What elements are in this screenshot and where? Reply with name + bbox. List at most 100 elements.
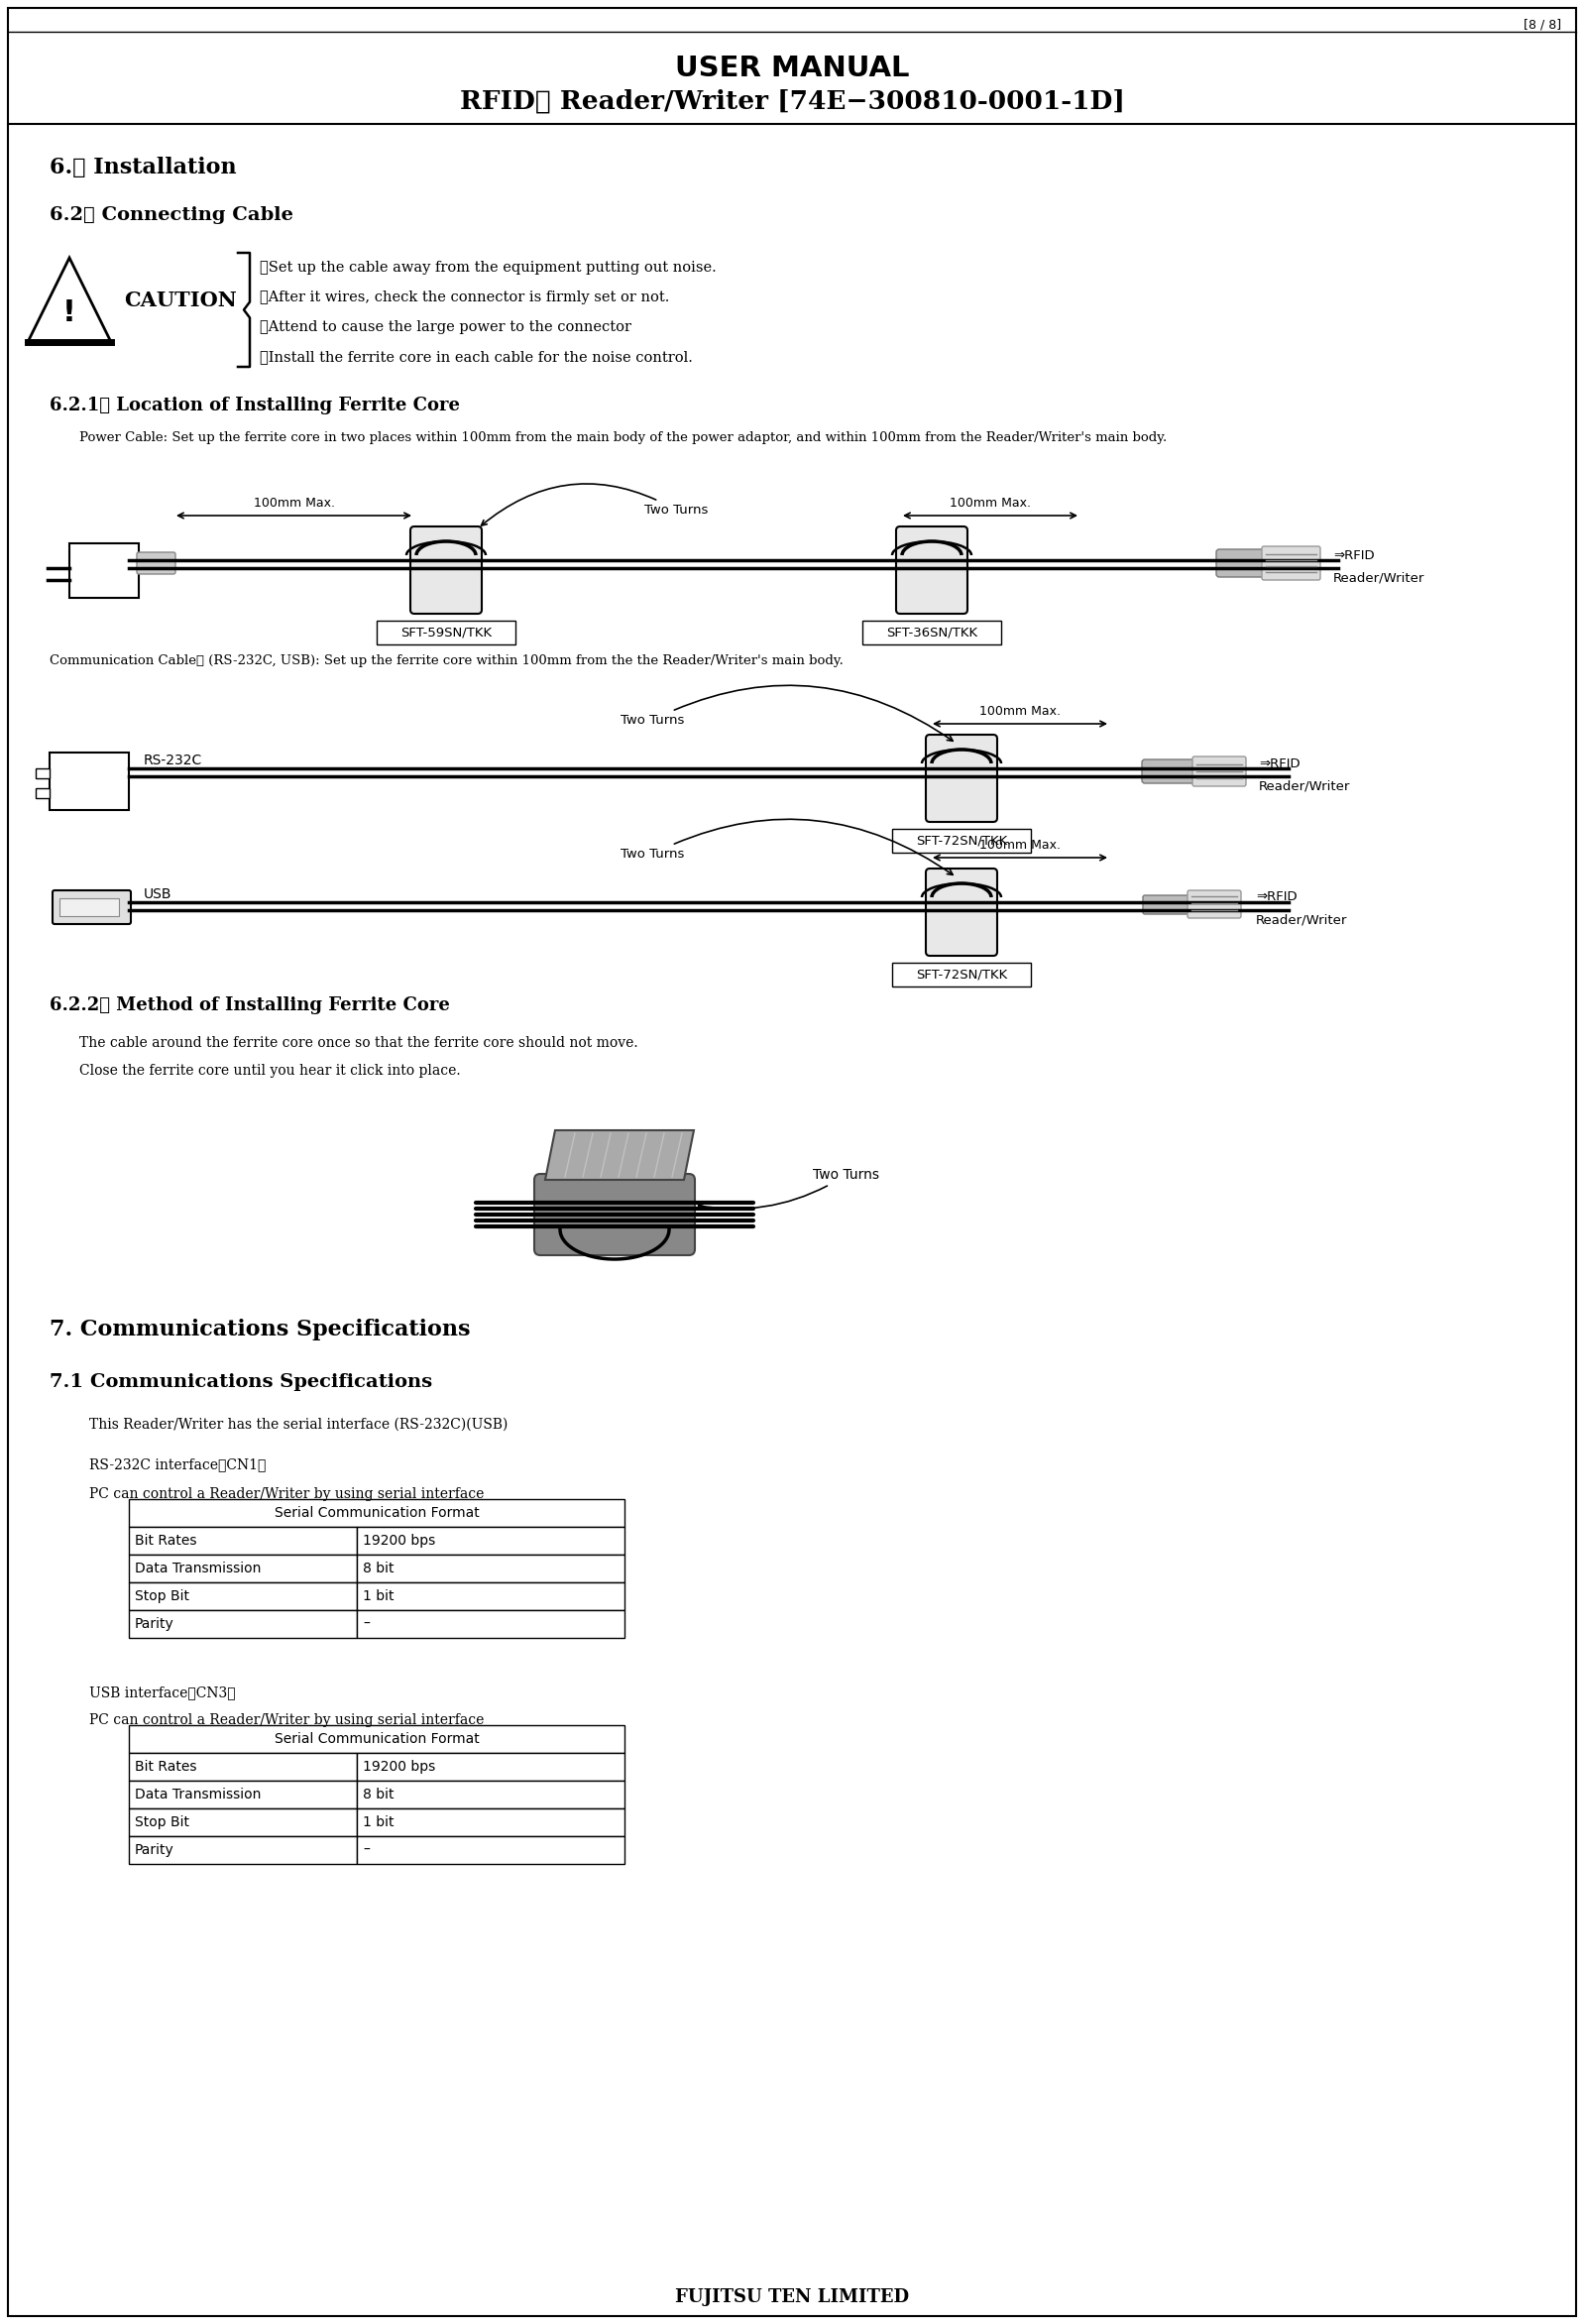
FancyBboxPatch shape bbox=[1217, 548, 1267, 576]
Bar bbox=[128, 1555, 356, 1583]
Text: Two Turns: Two Turns bbox=[482, 483, 708, 525]
Bar bbox=[356, 1808, 624, 1836]
Text: Reader/Writer: Reader/Writer bbox=[1256, 913, 1348, 927]
Bar bbox=[356, 1583, 624, 1611]
Text: 1 bit: 1 bit bbox=[363, 1815, 394, 1829]
Polygon shape bbox=[29, 258, 111, 342]
Text: USB interface（CN3）: USB interface（CN3） bbox=[89, 1685, 236, 1699]
Text: Parity: Parity bbox=[135, 1618, 174, 1631]
Text: 100mm Max.: 100mm Max. bbox=[979, 704, 1061, 718]
Bar bbox=[128, 1611, 356, 1638]
Bar bbox=[862, 621, 1001, 644]
Bar bbox=[356, 1527, 624, 1555]
Text: 8 bit: 8 bit bbox=[363, 1787, 394, 1801]
Text: RS-232C: RS-232C bbox=[144, 753, 203, 767]
FancyBboxPatch shape bbox=[1142, 760, 1198, 783]
Text: ⇒RFID: ⇒RFID bbox=[1256, 890, 1297, 904]
Text: SFT-59SN/TKK: SFT-59SN/TKK bbox=[401, 625, 491, 639]
Text: Reader/Writer: Reader/Writer bbox=[1259, 781, 1351, 792]
Bar bbox=[892, 830, 1031, 853]
FancyBboxPatch shape bbox=[1144, 895, 1191, 913]
Bar bbox=[128, 1808, 356, 1836]
Bar bbox=[377, 621, 515, 644]
Text: Communication Cable　 (RS-232C, USB): Set up the ferrite core within 100mm from t: Communication Cable (RS-232C, USB): Set … bbox=[49, 655, 843, 667]
Text: PC can control a Reader/Writer by using serial interface: PC can control a Reader/Writer by using … bbox=[89, 1713, 485, 1727]
Bar bbox=[128, 1724, 624, 1752]
Bar bbox=[356, 1611, 624, 1638]
Text: 19200 bps: 19200 bps bbox=[363, 1534, 436, 1548]
Text: 7.1 Communications Specifications: 7.1 Communications Specifications bbox=[49, 1373, 432, 1392]
Text: Serial Communication Format: Serial Communication Format bbox=[274, 1506, 478, 1520]
Text: 100mm Max.: 100mm Max. bbox=[949, 497, 1031, 509]
Text: ・Install the ferrite core in each cable for the noise control.: ・Install the ferrite core in each cable … bbox=[260, 351, 692, 365]
Text: CAUTION: CAUTION bbox=[124, 290, 236, 311]
Polygon shape bbox=[545, 1129, 694, 1181]
Text: –: – bbox=[363, 1843, 369, 1857]
FancyBboxPatch shape bbox=[925, 734, 998, 823]
Text: Reader/Writer: Reader/Writer bbox=[1334, 572, 1424, 583]
Bar bbox=[128, 1752, 356, 1780]
FancyBboxPatch shape bbox=[897, 528, 968, 614]
Bar bbox=[36, 788, 49, 797]
Bar bbox=[70, 544, 139, 597]
Bar bbox=[892, 962, 1031, 985]
Text: PC can control a Reader/Writer by using serial interface: PC can control a Reader/Writer by using … bbox=[89, 1487, 485, 1501]
FancyBboxPatch shape bbox=[1262, 546, 1321, 581]
Text: USB: USB bbox=[144, 888, 173, 902]
Bar bbox=[128, 1527, 356, 1555]
Text: Two Turns: Two Turns bbox=[699, 1169, 879, 1208]
Bar bbox=[356, 1555, 624, 1583]
Bar bbox=[36, 769, 49, 779]
Text: –: – bbox=[363, 1618, 369, 1631]
Bar bbox=[356, 1836, 624, 1864]
Text: Stop Bit: Stop Bit bbox=[135, 1815, 190, 1829]
Text: 6.2.1　 Location of Installing Ferrite Core: 6.2.1 Location of Installing Ferrite Cor… bbox=[49, 397, 459, 414]
Bar bbox=[128, 1780, 356, 1808]
FancyBboxPatch shape bbox=[1188, 890, 1240, 918]
FancyBboxPatch shape bbox=[1193, 758, 1247, 786]
Text: SFT-36SN/TKK: SFT-36SN/TKK bbox=[885, 625, 977, 639]
Text: Two Turns: Two Turns bbox=[621, 686, 954, 741]
FancyBboxPatch shape bbox=[410, 528, 482, 614]
Bar bbox=[128, 1836, 356, 1864]
Text: [8 / 8]: [8 / 8] bbox=[1524, 19, 1562, 30]
Text: 19200 bps: 19200 bps bbox=[363, 1759, 436, 1773]
Text: ・After it wires, check the connector is firmly set or not.: ・After it wires, check the connector is … bbox=[260, 290, 670, 304]
Text: 100mm Max.: 100mm Max. bbox=[979, 839, 1061, 851]
Text: This Reader/Writer has the serial interface (RS-232C)(USB): This Reader/Writer has the serial interf… bbox=[89, 1418, 508, 1432]
Text: 100mm Max.: 100mm Max. bbox=[253, 497, 334, 509]
FancyBboxPatch shape bbox=[136, 553, 176, 574]
Text: FUJITSU TEN LIMITED: FUJITSU TEN LIMITED bbox=[675, 2289, 909, 2305]
Text: 8 bit: 8 bit bbox=[363, 1562, 394, 1576]
Text: Parity: Parity bbox=[135, 1843, 174, 1857]
Bar bbox=[49, 753, 128, 811]
Text: Bit Rates: Bit Rates bbox=[135, 1534, 196, 1548]
Text: RFID　 Reader/Writer [74E−300810-0001-1D]: RFID Reader/Writer [74E−300810-0001-1D] bbox=[459, 88, 1125, 114]
Bar bbox=[356, 1752, 624, 1780]
Text: 6.　 Installation: 6. Installation bbox=[49, 156, 236, 179]
Text: ⇒RFID: ⇒RFID bbox=[1334, 548, 1375, 562]
Text: 7. Communications Specifications: 7. Communications Specifications bbox=[49, 1318, 470, 1341]
Text: Two Turns: Two Turns bbox=[621, 818, 954, 874]
Text: 6.2　 Connecting Cable: 6.2 Connecting Cable bbox=[49, 207, 293, 223]
Text: SFT-72SN/TKK: SFT-72SN/TKK bbox=[916, 834, 1007, 848]
FancyBboxPatch shape bbox=[925, 869, 998, 955]
Text: Power Cable: Set up the ferrite core in two places within 100mm from the main bo: Power Cable: Set up the ferrite core in … bbox=[79, 432, 1167, 444]
FancyBboxPatch shape bbox=[52, 890, 131, 925]
Text: The cable around the ferrite core once so that the ferrite core should not move.: The cable around the ferrite core once s… bbox=[79, 1037, 638, 1050]
Text: SFT-72SN/TKK: SFT-72SN/TKK bbox=[916, 969, 1007, 981]
Text: Stop Bit: Stop Bit bbox=[135, 1590, 190, 1604]
Bar bbox=[128, 1499, 624, 1527]
Text: !: ! bbox=[62, 297, 76, 328]
Bar bbox=[60, 899, 119, 916]
Text: ⇒RFID: ⇒RFID bbox=[1259, 758, 1300, 769]
Text: 1 bit: 1 bit bbox=[363, 1590, 394, 1604]
Text: ・Attend to cause the large power to the connector: ・Attend to cause the large power to the … bbox=[260, 321, 632, 335]
FancyBboxPatch shape bbox=[534, 1174, 695, 1255]
Text: 6.2.2　 Method of Installing Ferrite Core: 6.2.2 Method of Installing Ferrite Core bbox=[49, 997, 450, 1013]
Text: Data Transmission: Data Transmission bbox=[135, 1787, 261, 1801]
Text: Bit Rates: Bit Rates bbox=[135, 1759, 196, 1773]
Text: Data Transmission: Data Transmission bbox=[135, 1562, 261, 1576]
Text: ・Set up the cable away from the equipment putting out noise.: ・Set up the cable away from the equipmen… bbox=[260, 260, 716, 274]
Text: Close the ferrite core until you hear it click into place.: Close the ferrite core until you hear it… bbox=[79, 1064, 461, 1078]
